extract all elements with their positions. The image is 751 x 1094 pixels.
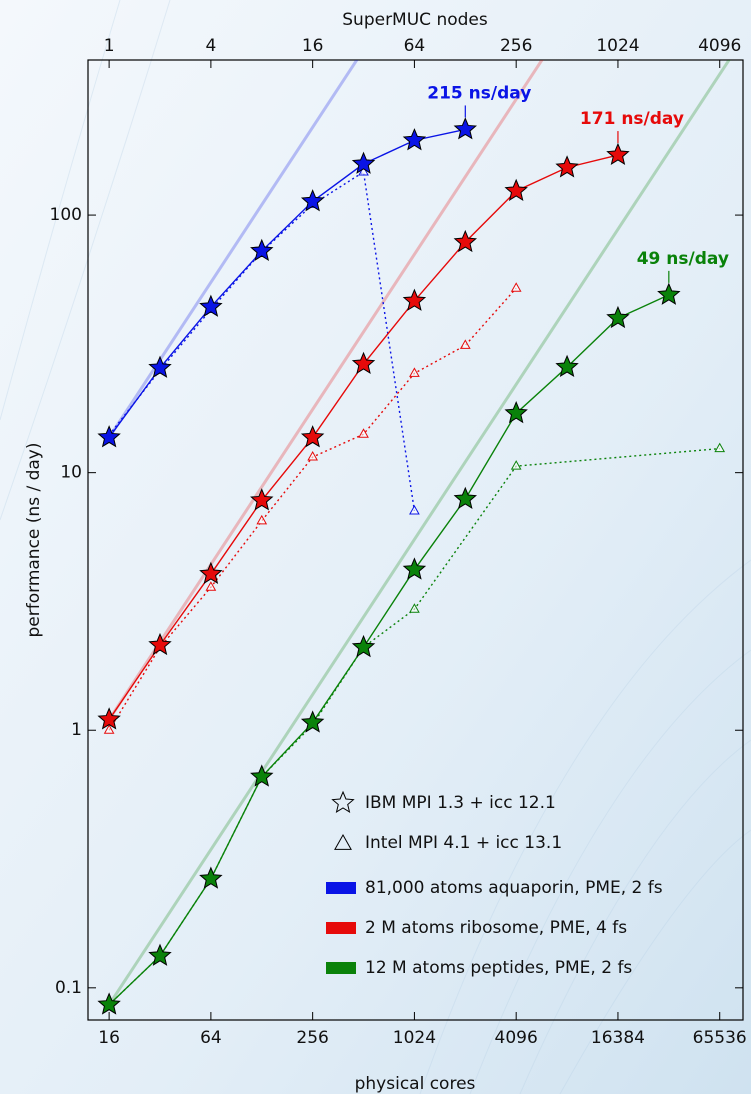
legend-label: Intel MPI 4.1 + icc 13.1 <box>365 833 562 853</box>
x-tick-label: 16384 <box>591 1028 645 1048</box>
series-line <box>108 294 670 1006</box>
star-marker <box>300 189 325 212</box>
star-marker <box>97 707 121 730</box>
triangle-marker <box>714 442 726 453</box>
ideal-scaling-line <box>107 60 731 1006</box>
series-line <box>108 128 466 438</box>
star-marker <box>555 155 579 178</box>
x-tick-label: 1024 <box>393 1028 436 1048</box>
y-tick-label: 1 <box>71 720 82 740</box>
star-marker <box>351 351 376 375</box>
star-marker <box>402 288 427 311</box>
star-marker <box>453 486 477 509</box>
star-marker <box>148 355 172 378</box>
star-marker <box>300 425 325 448</box>
legend-label: 81,000 atoms aquaporin, PME, 2 fs <box>365 878 663 898</box>
x-tick-label: 4096 <box>495 1028 538 1048</box>
x2-tick-label: 256 <box>500 36 532 56</box>
star-marker <box>250 764 274 787</box>
x-axis-label: physical cores <box>355 1074 476 1094</box>
x2-tick-label: 1024 <box>596 36 639 56</box>
annotation: 49 ns/day <box>637 249 729 269</box>
star-marker <box>300 710 325 733</box>
star-marker <box>250 238 274 262</box>
x-tick-label: 256 <box>296 1028 328 1048</box>
triangle-marker <box>510 460 522 470</box>
legend-label: 2 M atoms ribosome, PME, 4 fs <box>365 918 627 938</box>
star-marker <box>453 117 477 140</box>
star-marker <box>504 178 528 201</box>
star-marker <box>504 400 528 424</box>
x2-tick-label: 1 <box>104 36 115 56</box>
star-marker <box>148 943 172 966</box>
plot-frame <box>87 59 744 1021</box>
star-marker <box>606 142 630 166</box>
triangle-marker <box>256 514 268 525</box>
legend-marker <box>334 833 352 850</box>
legend-swatch <box>326 882 356 894</box>
star-marker <box>199 866 223 889</box>
triangle-marker <box>459 339 471 349</box>
legend-marker <box>331 790 355 813</box>
star-marker <box>402 557 427 580</box>
star-marker <box>402 128 427 151</box>
star-marker <box>351 151 376 174</box>
x2-tick-label: 4 <box>205 36 216 56</box>
triangle-marker <box>103 724 115 734</box>
star-marker <box>97 425 121 448</box>
legend-label: 12 M atoms peptides, PME, 2 fs <box>365 958 632 978</box>
triangle-marker <box>510 282 522 292</box>
triangle-marker <box>409 367 420 377</box>
annotation: 171 ns/day <box>580 109 684 129</box>
x2-tick-label: 64 <box>404 36 426 56</box>
legend-label: IBM MPI 1.3 + icc 12.1 <box>365 793 556 813</box>
y-tick-label: 0.1 <box>55 978 82 998</box>
star-marker <box>97 992 121 1015</box>
star-marker <box>148 632 172 656</box>
triangle-marker <box>358 428 369 438</box>
x-tick-label: 65536 <box>693 1028 747 1048</box>
x2-tick-label: 16 <box>302 36 324 56</box>
triangle-marker <box>358 165 369 176</box>
star-marker <box>657 282 681 305</box>
legend-swatch <box>326 922 356 934</box>
x2-axis-label: SuperMUC nodes <box>342 10 488 30</box>
y-tick-label: 10 <box>60 463 82 483</box>
star-marker <box>453 229 477 253</box>
x-tick-label: 64 <box>200 1028 222 1048</box>
star-marker <box>199 294 223 317</box>
y-axis-label: performance (ns / day) <box>24 443 44 638</box>
star-marker <box>555 354 579 378</box>
plot-area <box>97 60 731 1015</box>
star-marker <box>199 561 223 585</box>
triangle-marker <box>307 451 319 461</box>
legend-swatch <box>326 962 356 974</box>
star-marker <box>250 488 274 511</box>
triangle-marker <box>409 504 420 515</box>
x-tick-label: 16 <box>98 1028 120 1048</box>
annotation: 215 ns/day <box>427 83 531 103</box>
star-marker <box>351 634 376 658</box>
triangle-marker <box>409 603 420 613</box>
ideal-scaling-line <box>107 60 359 439</box>
ideal-scaling-line <box>107 60 544 721</box>
y-tick-label: 100 <box>50 205 82 225</box>
star-marker <box>606 305 630 329</box>
x2-tick-label: 4096 <box>698 36 741 56</box>
triangle-marker <box>205 581 217 591</box>
